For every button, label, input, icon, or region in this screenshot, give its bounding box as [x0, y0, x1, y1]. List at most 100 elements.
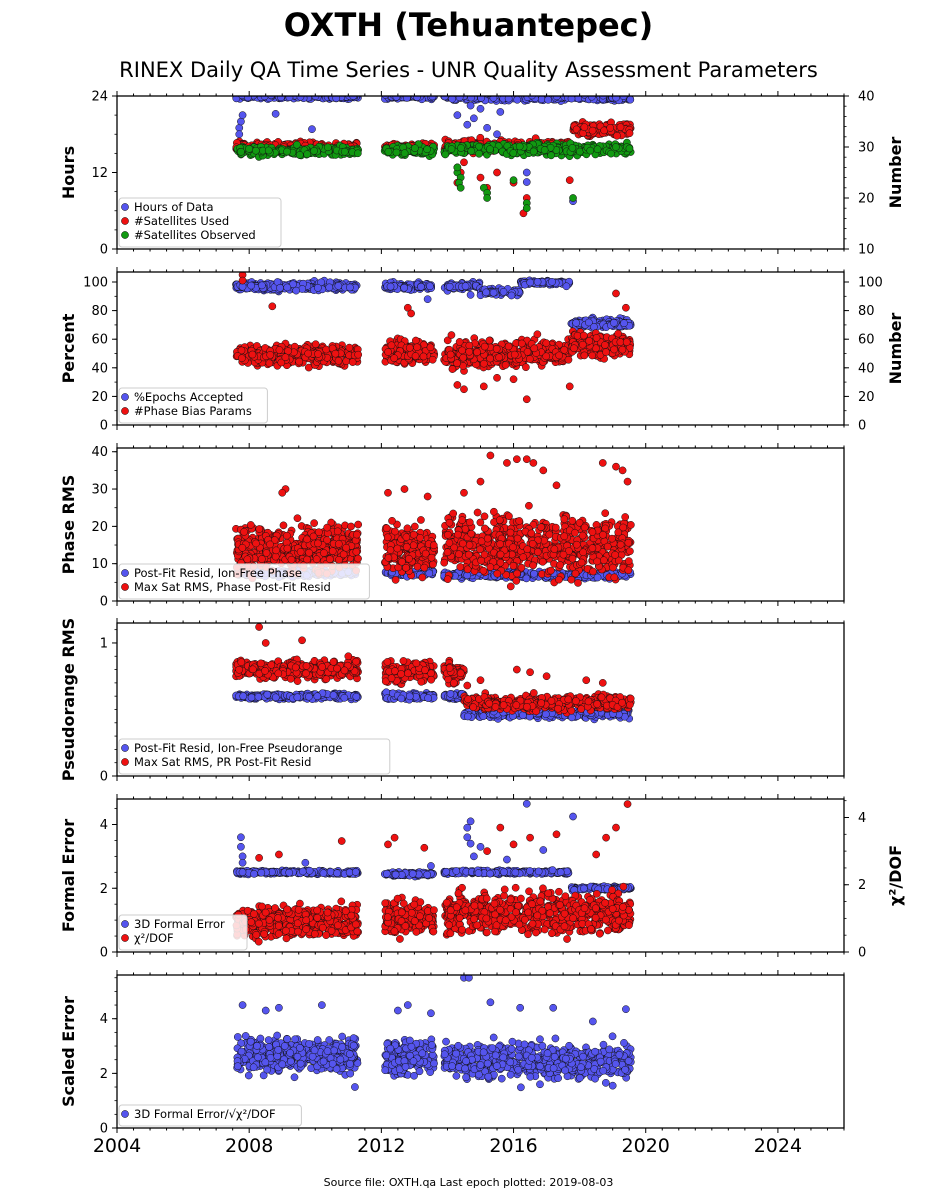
data-point — [303, 150, 312, 159]
data-point — [529, 147, 538, 156]
data-point — [405, 344, 414, 352]
data-point — [390, 354, 399, 363]
y-tick-label: 10 — [91, 557, 108, 572]
data-point — [457, 144, 465, 152]
data-point — [470, 114, 478, 123]
data-point — [322, 345, 331, 354]
data-point — [610, 319, 618, 327]
data-point — [295, 151, 304, 159]
y2-tick-label: 40 — [858, 361, 875, 376]
data-point — [476, 173, 485, 182]
data-point — [448, 365, 457, 373]
y-tick-label: 24 — [91, 90, 108, 105]
data-point — [599, 96, 607, 100]
data-point — [413, 343, 421, 352]
data-point — [509, 176, 518, 184]
data-point — [311, 340, 320, 349]
series-blue — [232, 96, 635, 206]
data-point — [413, 96, 421, 102]
legend-marker — [121, 407, 129, 415]
data-point — [555, 351, 564, 360]
data-point — [612, 289, 620, 298]
y2-tick-label: 60 — [858, 333, 875, 348]
data-point — [456, 183, 465, 192]
data-point — [465, 347, 474, 356]
data-point — [622, 303, 630, 312]
data-point — [407, 309, 415, 318]
data-point — [493, 130, 501, 139]
data-point — [580, 123, 589, 132]
data-point — [295, 357, 303, 366]
data-point — [480, 359, 488, 368]
data-point — [568, 144, 577, 152]
data-point — [400, 283, 409, 292]
data-point — [461, 282, 470, 291]
y2-tick-label: 20 — [858, 390, 875, 405]
data-point — [448, 96, 457, 103]
data-point — [237, 354, 246, 363]
data-point — [580, 96, 589, 99]
data-point — [384, 147, 393, 156]
data-point — [245, 144, 253, 153]
data-point — [564, 355, 573, 364]
data-point — [334, 282, 343, 290]
y-tick-label: 0 — [100, 243, 108, 258]
data-point — [522, 363, 530, 372]
data-point — [266, 351, 275, 359]
data-point — [296, 96, 305, 101]
data-points — [232, 96, 635, 218]
data-point — [445, 282, 454, 291]
data-point — [542, 339, 551, 347]
data-point — [493, 168, 501, 177]
y-tick-label: 60 — [91, 333, 108, 348]
data-point — [544, 96, 552, 104]
data-point — [509, 149, 518, 157]
data-point — [602, 348, 610, 356]
legend-label: #Phase Bias Params — [134, 404, 252, 418]
legend-label: #Satellites Used — [134, 214, 229, 228]
y-axis-label: Phase RMS — [59, 475, 78, 575]
legend-label: Hours of Data — [134, 200, 214, 214]
data-point — [489, 288, 498, 297]
y-tick-label: 0 — [100, 595, 108, 610]
data-point — [618, 345, 627, 354]
data-point — [283, 283, 292, 292]
data-point — [453, 163, 462, 172]
series-green — [233, 138, 635, 213]
data-point — [477, 96, 485, 102]
series-blue — [232, 276, 635, 331]
data-point — [447, 331, 456, 339]
plot-frame — [116, 95, 845, 250]
data-point — [235, 124, 244, 132]
data-point — [530, 569, 538, 578]
data-point — [586, 146, 595, 155]
data-point — [612, 143, 620, 151]
data-point — [489, 96, 498, 102]
y2-axis-label: Number — [886, 313, 905, 385]
data-point — [610, 345, 618, 354]
data-point — [348, 358, 357, 366]
data-point — [466, 291, 475, 299]
data-point — [515, 142, 524, 151]
data-point — [423, 145, 431, 154]
data-point — [276, 284, 284, 292]
data-point — [565, 382, 574, 391]
data-point — [533, 277, 542, 286]
data-point — [613, 131, 621, 140]
y-tick-label: 30 — [91, 483, 108, 498]
y2-tick-label: 40 — [858, 90, 875, 105]
data-point — [258, 281, 266, 290]
data-point — [314, 350, 322, 358]
data-point — [533, 330, 542, 339]
data-point — [480, 342, 489, 351]
data-point — [578, 340, 587, 349]
y2-tick-label: 10 — [858, 243, 875, 258]
data-point — [580, 351, 589, 360]
chart-subtitle: RINEX Daily QA Time Series - UNR Quality… — [119, 58, 818, 82]
data-point — [584, 318, 593, 327]
data-point — [476, 104, 485, 113]
y2-tick-label: 30 — [858, 141, 875, 156]
data-point — [614, 329, 623, 338]
data-point — [460, 158, 468, 167]
